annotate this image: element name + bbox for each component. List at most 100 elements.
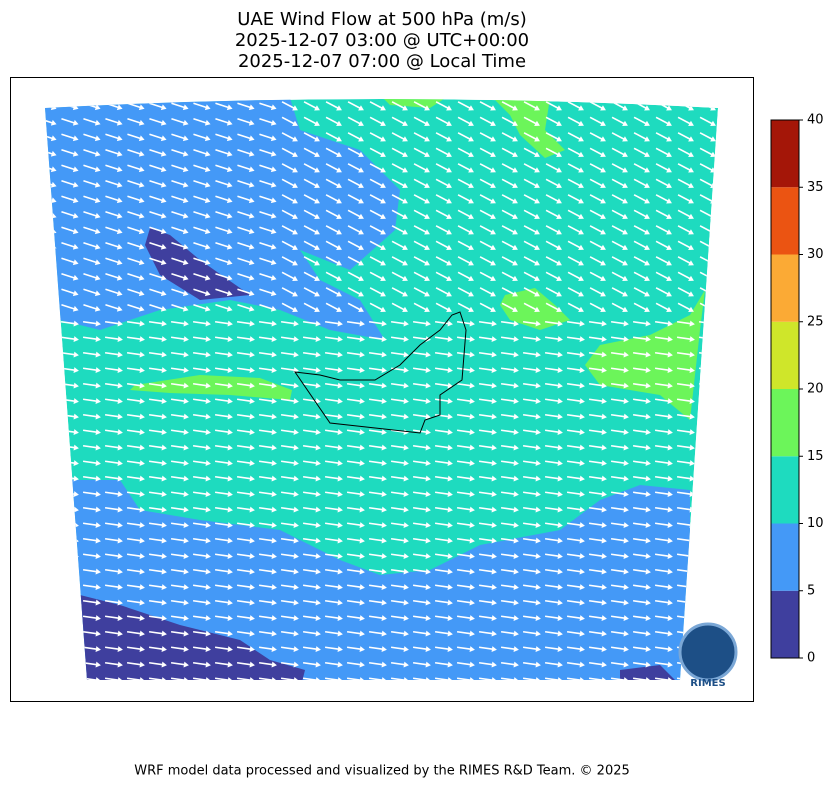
wind-arrow [149, 148, 167, 157]
wind-arrow [45, 133, 57, 142]
wind-arrow [258, 351, 277, 358]
wind-arrow [171, 241, 189, 250]
wind-arrow [611, 271, 628, 282]
wind-arrow [544, 336, 563, 343]
wind-arrow [412, 367, 431, 374]
wind-arrow [369, 116, 386, 127]
wind-arrow [368, 398, 387, 405]
wind-arrow [236, 599, 255, 606]
wind-arrow [434, 568, 453, 575]
wind-arrow [236, 584, 255, 591]
wind-arrow [61, 117, 79, 126]
wind-arrow [324, 413, 343, 420]
wind-arrow [258, 584, 277, 591]
wind-arrow [215, 133, 233, 142]
wind-arrow [633, 194, 650, 204]
wind-arrow [544, 444, 563, 451]
wind-arrow [193, 195, 211, 204]
wind-arrow [633, 271, 650, 282]
wind-arrow [303, 163, 320, 173]
wind-arrow [390, 475, 409, 482]
wind-arrow [105, 272, 123, 281]
wind-arrow [567, 302, 584, 313]
wind-arrow [566, 382, 585, 389]
wind-arrow [214, 491, 233, 498]
colorbar-segment [771, 120, 799, 188]
wind-arrow [589, 271, 606, 282]
wind-arrow [45, 661, 57, 668]
wind-arrow [501, 256, 518, 266]
wind-arrow [148, 367, 167, 374]
wind-arrow [588, 367, 607, 374]
wind-arrow [171, 102, 189, 111]
wind-arrow [127, 148, 145, 157]
wind-arrow [391, 256, 408, 266]
wind-arrow [632, 367, 651, 374]
wind-arrow [215, 303, 233, 312]
wind-arrow [435, 147, 452, 158]
wind-arrow [390, 677, 409, 680]
wind-arrow [611, 132, 628, 142]
wind-arrow [368, 413, 387, 420]
colorbar-tick-label: 25 [807, 314, 824, 329]
wind-arrow [500, 336, 519, 343]
wind-arrow [655, 287, 672, 297]
wind-arrow [479, 287, 496, 297]
wind-arrow [457, 194, 474, 204]
wind-arrow [368, 646, 387, 653]
wind-arrow [259, 117, 277, 126]
wind-arrow [588, 382, 607, 389]
wind-arrow [566, 413, 585, 420]
wind-arrow [148, 615, 167, 622]
wind-arrow [522, 615, 541, 622]
wind-arrow [126, 367, 145, 374]
wind-arrow [632, 475, 651, 482]
wind-arrow [368, 336, 387, 343]
wind-arrow [391, 302, 408, 313]
wind-arrow [500, 677, 519, 680]
wind-arrow [347, 287, 364, 297]
wind-arrow [215, 272, 233, 281]
wind-arrow [45, 336, 57, 343]
wind-arrow [259, 257, 277, 266]
wind-arrow [82, 599, 101, 606]
wind-arrow [82, 382, 101, 389]
wind-arrow [214, 336, 233, 343]
wind-arrow [324, 460, 343, 467]
wind-arrow [302, 351, 321, 358]
wind-arrow [522, 460, 541, 467]
wind-arrow [545, 287, 562, 297]
wind-arrow [346, 615, 365, 622]
wind-arrow [259, 241, 277, 250]
wind-arrow [522, 336, 541, 343]
wind-arrow [170, 522, 189, 529]
wind-arrow [698, 599, 717, 606]
wind-arrow [545, 132, 562, 142]
wind-arrow [45, 630, 57, 637]
wind-arrow [500, 646, 519, 653]
wind-arrow [104, 537, 123, 544]
wind-arrow [610, 568, 629, 575]
wind-arrow [237, 133, 255, 142]
wind-arrow [412, 429, 431, 436]
wind-arrow [347, 132, 364, 142]
wind-arrow [214, 537, 233, 544]
wind-arrow [82, 646, 101, 653]
wind-arrow [258, 646, 277, 653]
wind-arrow [545, 178, 562, 189]
wind-arrow [280, 615, 299, 622]
wind-arrow [236, 444, 255, 451]
wind-arrow [281, 116, 298, 127]
wind-arrow [413, 132, 430, 142]
wind-arrow [325, 194, 342, 204]
wind-arrow [325, 178, 342, 189]
wind-arrow [567, 271, 584, 282]
wind-arrow [104, 475, 123, 482]
wind-arrow [214, 584, 233, 591]
wind-arrow [171, 226, 189, 235]
wind-arrow [149, 272, 167, 281]
wind-arrow [171, 288, 189, 297]
wind-arrow [413, 256, 430, 266]
wind-arrow [368, 553, 387, 560]
wind-arrow [632, 537, 651, 544]
